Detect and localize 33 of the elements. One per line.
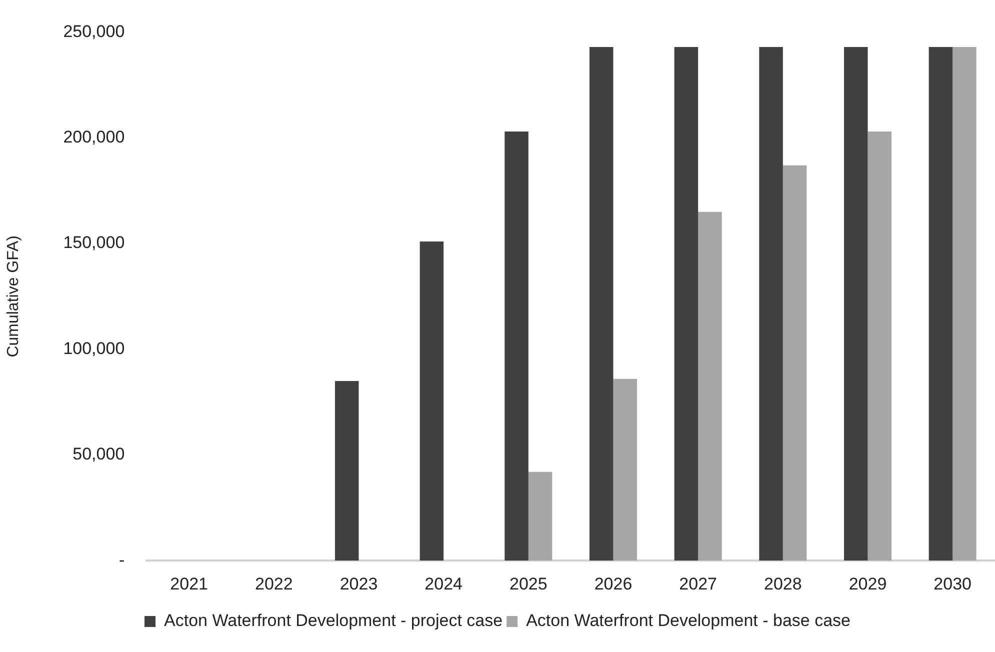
bar (759, 46, 783, 561)
bar (928, 46, 953, 561)
bar (868, 132, 892, 561)
legend-label: Acton Waterfront Development - project case (164, 611, 503, 630)
y-tick-label: 250,000 (63, 22, 125, 41)
bar (613, 378, 637, 561)
y-tick-label: 200,000 (63, 128, 125, 147)
bar (698, 212, 722, 561)
bar (844, 46, 868, 561)
x-tick-label: 2025 (509, 574, 548, 594)
bar (782, 165, 807, 561)
y-tick-label: 50,000 (72, 444, 125, 464)
x-tick-label: 2026 (594, 574, 632, 594)
y-axis-title: Cumulative GFA) (5, 235, 22, 358)
x-tick-label: 2029 (848, 574, 887, 594)
x-tick-label: 2022 (254, 574, 293, 594)
x-tick-label: 2030 (934, 574, 972, 594)
y-tick-label: - (118, 550, 125, 570)
bar (528, 472, 552, 561)
x-tick-label: 2023 (340, 574, 378, 594)
bar (504, 132, 528, 561)
legend-label: Acton Waterfront Development - base case (526, 611, 850, 630)
bar (589, 46, 614, 561)
y-tick-label: 100,000 (63, 338, 125, 358)
y-tick-label: 150,000 (63, 233, 125, 252)
x-tick-label: 2021 (170, 574, 208, 594)
x-tick-label: 2024 (424, 574, 462, 594)
bar (420, 241, 444, 561)
x-tick-label: 2028 (764, 574, 802, 594)
x-tick-label: 2027 (679, 574, 717, 594)
bar (952, 46, 976, 561)
bar (674, 46, 698, 561)
bar (334, 380, 359, 561)
